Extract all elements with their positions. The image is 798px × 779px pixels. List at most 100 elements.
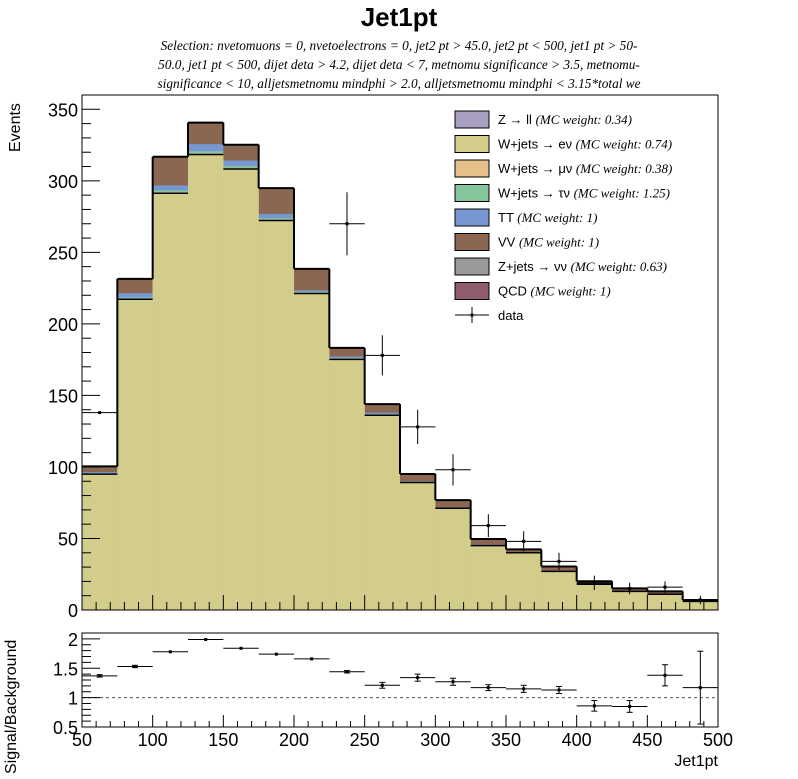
y-axis-label-events: Events: [7, 103, 24, 152]
y-tick-label: 0: [68, 601, 78, 621]
ratio-plot-frame: [82, 633, 718, 727]
ratio-point-12: [522, 687, 525, 690]
legend-label: Z+jets → νν (MC weight: 0.63): [498, 259, 667, 274]
legend-data-marker: [471, 314, 474, 317]
legend-weight: (MC weight: 0.63): [571, 259, 667, 274]
bar-w-jets-e--bin-9: [400, 483, 435, 610]
subtitle-line-3: significance < 10, alljetsmetnomu mindph…: [157, 76, 640, 91]
ratio-point-17: [699, 686, 702, 689]
ratio-point-8: [381, 684, 384, 687]
legend-label: QCD (MC weight: 1): [498, 284, 611, 299]
y-tick-label: 300: [48, 172, 78, 192]
ratio-point-5: [275, 653, 278, 656]
legend-swatch: [455, 160, 489, 177]
x-tick-label: 250: [350, 730, 380, 750]
data-point-0: [98, 411, 101, 414]
legend-weight: (MC weight: 0.38): [576, 161, 672, 176]
y-tick-label: 200: [48, 315, 78, 335]
ratio-point-14: [593, 704, 596, 707]
ratio-point-2: [169, 650, 172, 653]
x-tick-label: 150: [208, 730, 238, 750]
data-point-13: [558, 560, 561, 563]
x-tick-label: 500: [703, 730, 733, 750]
bar-w-jets-e--bin-13: [541, 571, 576, 610]
ratio-y-tick-label: 1: [68, 689, 78, 709]
bar-w-jets-e--bin-7: [329, 359, 364, 610]
chart-title: Jet1pt: [361, 2, 438, 32]
x-tick-label: 200: [279, 730, 309, 750]
y-tick-label: 150: [48, 386, 78, 406]
ratio-point-0: [98, 674, 101, 677]
legend-label: W+jets → τν (MC weight: 1.25): [498, 186, 670, 201]
bar-w-jets-e--bin-2: [153, 193, 188, 610]
bar-w-jets-e--bin-0: [82, 474, 117, 610]
bar-w-jets-e--bin-5: [259, 220, 294, 610]
legend-weight: (MC weight: 1): [531, 284, 611, 299]
ratio-point-4: [240, 647, 243, 650]
ratio-point-6: [310, 657, 313, 660]
data-point-12: [522, 540, 525, 543]
data-point-7: [346, 222, 349, 225]
x-tick-label: 450: [632, 730, 662, 750]
bar-w-jets-e--bin-16: [647, 594, 682, 610]
data-point-16: [664, 586, 667, 589]
bar-w-jets-e--bin-8: [365, 415, 400, 610]
ratio-point-9: [416, 676, 419, 679]
ratio-point-10: [452, 680, 455, 683]
bar-w-jets-e--bin-6: [294, 294, 329, 610]
subtitle-line-2: 50.0, jet1 pt < 500, dijet deta > 4.2, d…: [158, 57, 640, 72]
x-tick-label: 300: [420, 730, 450, 750]
x-tick-label: 50: [72, 730, 92, 750]
ratio-point-1: [134, 665, 137, 668]
data-point-9: [416, 425, 419, 428]
bar-w-jets-e--bin-3: [188, 155, 223, 610]
legend-label-data: data: [498, 308, 524, 323]
legend-label: TT (MC weight: 1): [498, 210, 597, 225]
ratio-point-13: [558, 688, 561, 691]
legend-label: Z → ll (MC weight: 0.34): [498, 112, 632, 127]
legend-weight: (MC weight: 1): [519, 235, 599, 250]
legend-weight: (MC weight: 0.74): [576, 137, 672, 152]
data-point-10: [452, 468, 455, 471]
data-point-11: [487, 524, 490, 527]
legend-swatch: [455, 136, 489, 153]
data-point-8: [381, 354, 384, 357]
data-point-15: [628, 587, 631, 590]
ratio-point-15: [628, 705, 631, 708]
y-tick-label: 100: [48, 458, 78, 478]
y-tick-label: 350: [48, 100, 78, 120]
legend-swatch: [455, 258, 489, 275]
bar-w-jets-e--bin-11: [471, 546, 506, 610]
ratio-point-3: [204, 638, 207, 641]
bar-w-jets-e--bin-4: [223, 169, 258, 610]
legend: Z → ll (MC weight: 0.34) W+jets → eν (MC …: [455, 111, 672, 323]
legend-swatch: [455, 209, 489, 226]
legend-label: VV (MC weight: 1): [498, 235, 599, 250]
bar-w-jets-e--bin-10: [435, 508, 470, 610]
ratio-y-tick-label: 1.5: [53, 659, 78, 679]
legend-label: W+jets → eν (MC weight: 0.74): [498, 137, 672, 152]
data-point-17: [699, 598, 702, 601]
y-axis-label-ratio: Signal/Background: [3, 640, 20, 774]
legend-label: W+jets → μν (MC weight: 0.38): [498, 161, 672, 176]
x-tick-label: 400: [562, 730, 592, 750]
bar-w-jets-e--bin-1: [117, 299, 152, 610]
y-tick-label: 250: [48, 243, 78, 263]
x-tick-label: 100: [138, 730, 168, 750]
ratio-point-11: [487, 686, 490, 689]
bar-w-jets-e--bin-12: [506, 553, 541, 610]
ratio-point-16: [664, 674, 667, 677]
legend-swatch: [455, 111, 489, 128]
x-tick-label: 350: [491, 730, 521, 750]
x-axis-label: Jet1pt: [674, 753, 718, 770]
legend-weight: (MC weight: 1.25): [574, 186, 670, 201]
y-tick-label: 50: [58, 529, 78, 549]
legend-weight: (MC weight: 1): [517, 210, 597, 225]
ratio-y-tick-label: 2: [68, 630, 78, 650]
data-point-14: [593, 581, 596, 584]
legend-swatch: [455, 283, 489, 300]
legend-swatch: [455, 185, 489, 202]
legend-weight: (MC weight: 0.34): [536, 112, 632, 127]
